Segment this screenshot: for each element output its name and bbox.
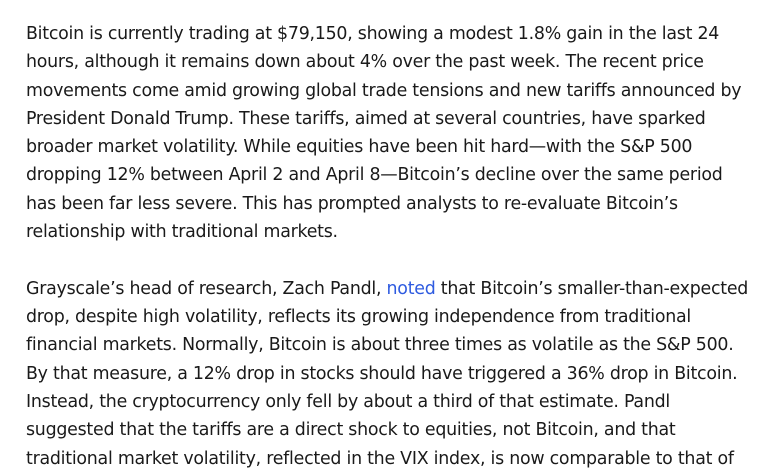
article-paragraph-1: Bitcoin is currently trading at $79,150,… — [26, 24, 742, 243]
paragraph-2-lead-text: Grayscale’s head of research, Zach Pandl… — [26, 278, 387, 299]
article-body: Bitcoin is currently trading at $79,150,… — [26, 20, 754, 473]
article-paragraph-2: Grayscale’s head of research, Zach Pandl… — [26, 275, 754, 473]
paragraph-2-body-text: that Bitcoin’s smaller-than-expected dro… — [26, 278, 749, 469]
noted-link[interactable]: noted — [386, 278, 436, 299]
